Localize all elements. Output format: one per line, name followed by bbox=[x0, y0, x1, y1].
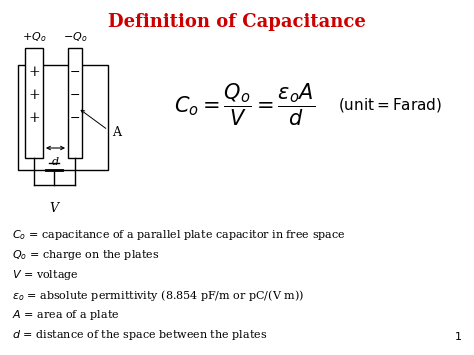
Text: $A$ = area of a plate: $A$ = area of a plate bbox=[12, 308, 119, 322]
Text: $-Q_o$: $-Q_o$ bbox=[63, 30, 87, 44]
Text: d: d bbox=[52, 157, 59, 167]
Bar bbox=[25, 48, 43, 158]
Text: $d$ = distance of the space between the plates: $d$ = distance of the space between the … bbox=[12, 328, 267, 342]
Text: $C_o$ = capacitance of a parallel plate capacitor in free space: $C_o$ = capacitance of a parallel plate … bbox=[12, 228, 346, 242]
Text: +: + bbox=[28, 65, 40, 79]
Text: +: + bbox=[28, 88, 40, 102]
Text: −: − bbox=[70, 111, 80, 125]
Text: V: V bbox=[49, 202, 58, 215]
Text: $V$ = voltage: $V$ = voltage bbox=[12, 268, 79, 282]
Text: $Q_o$ = charge on the plates: $Q_o$ = charge on the plates bbox=[12, 248, 159, 262]
Bar bbox=[18, 65, 108, 170]
Text: 1: 1 bbox=[455, 332, 462, 342]
Text: −: − bbox=[70, 88, 80, 102]
Bar bbox=[68, 48, 82, 158]
Text: A: A bbox=[112, 126, 121, 140]
Text: Definition of Capacitance: Definition of Capacitance bbox=[108, 13, 366, 31]
Text: $C_o = \dfrac{Q_o}{V} = \dfrac{\varepsilon_o A}{d}$: $C_o = \dfrac{Q_o}{V} = \dfrac{\varepsil… bbox=[174, 82, 316, 128]
Text: $\varepsilon_o$ = absolute permittivity (8.854 pF/m or pC/(V m)): $\varepsilon_o$ = absolute permittivity … bbox=[12, 288, 304, 303]
Text: $(\mathrm{unit} = \mathrm{Farad})$: $(\mathrm{unit} = \mathrm{Farad})$ bbox=[338, 96, 442, 114]
Text: −: − bbox=[70, 66, 80, 78]
Text: $+Q_o$: $+Q_o$ bbox=[22, 30, 46, 44]
Text: +: + bbox=[28, 111, 40, 125]
